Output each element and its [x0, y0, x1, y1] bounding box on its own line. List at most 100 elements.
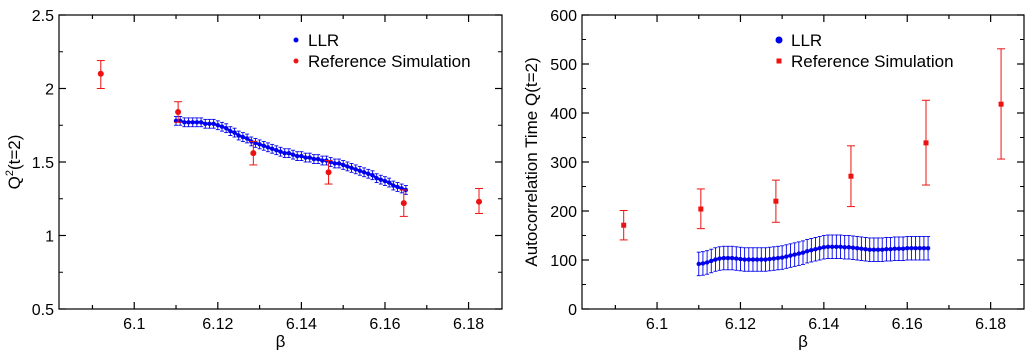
llr-point [804, 248, 810, 254]
x-tick-label: 6.16 [892, 316, 923, 333]
llr-point [788, 253, 793, 258]
llr-point [219, 124, 225, 129]
y-tick-label: 100 [550, 253, 577, 270]
chart-q2: 0.511.522.56.1 6.12 6.14 6.16 6.18βQ2(t=2)LL… [4, 8, 503, 350]
llr-point [182, 120, 187, 125]
llr-point [236, 133, 241, 138]
llr-point [900, 246, 906, 251]
y-tick-label: 400 [550, 106, 577, 123]
y-axis-title-rest: (t=2) [5, 135, 24, 170]
llr-point [796, 251, 802, 256]
llr-point [232, 130, 237, 135]
llr-point [809, 248, 814, 253]
llr-point [892, 246, 897, 251]
llr-point [734, 256, 739, 261]
reference-point [698, 206, 704, 212]
llr-point [357, 168, 363, 174]
llr-point [374, 175, 379, 181]
y-axis-title-base: Q [5, 176, 24, 189]
llr-point [240, 134, 246, 140]
series-reference [96, 60, 484, 217]
llr-point [913, 246, 918, 251]
y-axis-title: Autocorrelation Time Q(t=2) [522, 57, 541, 266]
x-tick-label: 6.12 [202, 316, 233, 333]
llr-point [391, 183, 396, 188]
llr-point [784, 254, 789, 259]
chart-autocorrelation: 0 100 200 300 400 500 600 6.1 6.12 6.14 6.16 6.18 β A… [522, 8, 1025, 350]
legend-label: LLR [791, 31, 822, 50]
llr-point [905, 246, 910, 251]
llr-point [775, 255, 781, 261]
reference-point [998, 101, 1004, 107]
reference-point [476, 198, 483, 205]
series-llr [696, 234, 931, 277]
llr-point [203, 121, 208, 126]
llr-point [303, 155, 308, 160]
llr-point [746, 257, 751, 262]
llr-point [717, 256, 722, 261]
x-tick-label: 6.18 [975, 316, 1006, 333]
llr-point [871, 247, 877, 252]
x-axis-title: β [798, 332, 808, 350]
x-tick-label: 6.16 [369, 316, 400, 333]
llr-point [386, 180, 392, 185]
llr-point [759, 257, 764, 262]
reference-point [175, 109, 182, 116]
llr-point [763, 257, 768, 262]
reference-point [848, 173, 854, 179]
llr-point [859, 246, 864, 251]
llr-point [307, 155, 312, 160]
series-llr [173, 115, 409, 195]
x-tick-label: 6.18 [453, 316, 484, 333]
llr-point [345, 164, 350, 169]
llr-point [194, 120, 200, 125]
llr-point [838, 244, 843, 249]
llr-point [829, 244, 835, 249]
llr-point [821, 245, 827, 250]
llr-point [867, 247, 872, 252]
y-tick-label: 300 [550, 155, 577, 172]
llr-point [261, 143, 266, 149]
llr-point [738, 256, 743, 262]
y-axis-title: Q2(t=2) [4, 135, 24, 190]
llr-point [366, 171, 371, 176]
x-tick-label: 6.12 [725, 316, 756, 333]
reference-point [773, 198, 779, 204]
legend: LLR Reference Simulation [293, 31, 471, 71]
llr-point [215, 123, 221, 128]
llr-point [290, 152, 296, 157]
x-tick-label: 6.1 [646, 316, 668, 333]
x-tick-label: 6.14 [286, 316, 317, 333]
llr-point [198, 120, 204, 125]
llr-point [884, 247, 889, 252]
llr-point [382, 178, 388, 184]
llr-point [767, 256, 772, 262]
series-reference [619, 48, 1006, 241]
llr-point [792, 252, 797, 257]
legend-label: Reference Simulation [791, 52, 954, 71]
llr-point [834, 244, 839, 249]
llr-point [917, 246, 922, 251]
llr-point [721, 255, 726, 261]
llr-point [800, 250, 806, 255]
llr-point [709, 258, 714, 264]
llr-point [754, 257, 760, 262]
llr-point [855, 246, 860, 251]
llr-point [880, 247, 885, 252]
llr-point [779, 255, 785, 260]
llr-point [909, 246, 914, 251]
y-axis-title-sup: 2 [4, 170, 16, 176]
llr-point [353, 167, 358, 172]
y-tick-label: 600 [550, 8, 577, 25]
llr-point [315, 156, 321, 162]
llr-point [370, 173, 375, 178]
llr-point [925, 246, 931, 251]
x-axis-title: β [276, 332, 286, 350]
llr-point [704, 260, 710, 265]
llr-point [825, 244, 831, 249]
llr-point [223, 125, 229, 131]
llr-point [340, 162, 346, 168]
llr-point [696, 261, 701, 267]
legend-label: Reference Simulation [308, 52, 471, 71]
y-tick-label: 500 [550, 57, 577, 74]
